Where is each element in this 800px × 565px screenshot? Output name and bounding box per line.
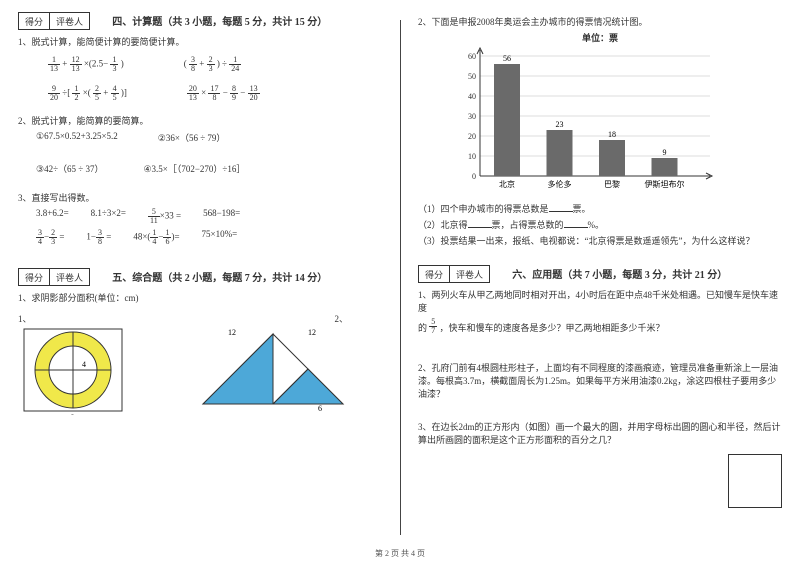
svg-text:56: 56 [503,54,511,63]
svg-text:0: 0 [472,172,476,181]
q3r1d: 568−198= [203,208,240,225]
svg-text:巴黎: 巴黎 [604,179,620,189]
expr-1a: 113 + 1213 ×(2.5− 13 ) [48,56,124,73]
svg-text:60: 60 [468,52,476,61]
svg-text:50: 50 [468,72,476,81]
scorebox-5: 得分 评卷人 [18,268,90,286]
sec5-q1: 1、求阴影部分面积(单位：cm) [18,291,382,304]
q3-row2: 34−23 = 1−38 = 48×(14−16)= 75×10%= [36,229,382,246]
sec6-q1a: 1、两列火车从甲乙两地同时相对开出，4小时后在距中点48千米处相遇。已知慢车是快… [418,288,782,314]
math-row-1: 113 + 1213 ×(2.5− 13 ) ( 38 + 23 ) ÷ 124 [48,56,382,73]
sub3: （3）投票结果一出来，报纸、电视都说：“北京得票是数遥遥领先”，为什么这样说？ [418,234,782,247]
q2-row1: ①67.5×0.52+3.25×5.2 ②36×（56 ÷ 79） [36,131,382,144]
ring-svg: 4 6 [18,325,128,415]
svg-text:12: 12 [308,329,316,337]
svg-text:12: 12 [228,329,236,337]
svg-text:23: 23 [556,120,564,129]
grader-label: 评卷人 [50,13,89,29]
column-divider [400,20,401,535]
sec4-q2: 2、脱式计算，能简算的要简算。 [18,114,382,127]
sub1: （1）四个申办城市的得票总数是票。 [418,202,782,215]
q2a: ①67.5×0.52+3.25×5.2 [36,131,118,144]
q2d: ④3.5×［（702−270）÷16］ [143,162,245,175]
sec6-q3: 3、在边长2dm的正方形内（如图）画一个最大的圆，并用字母标出圆的圆心和半径，然… [418,420,782,446]
q3r2b: 1−38 = [86,229,111,246]
page-footer: 第 2 页 共 4 页 [0,548,800,559]
sec6-title: 六、应用题（共 7 小题，每题 3 分，共计 21 分） [512,266,727,281]
sec5-title: 五、综合题（共 2 小题，每题 7 分，共计 14 分） [112,269,327,284]
sec4-q1: 1、脱式计算，能简便计算的要简便计算。 [18,35,382,48]
expr-2b: 2013 × 178 − 89 − 1320 [187,85,260,102]
svg-text:伊斯坦布尔: 伊斯坦布尔 [645,179,685,189]
sub2: （2）北京得票，占得票总数的%。 [418,218,782,231]
q3r1b: 8.1÷3×2= [91,208,126,225]
q3r2a: 34−23 = [36,229,64,246]
math-row-2: 920 ÷[ 12 ×( 25 + 45 )] 2013 × 178 − 89 … [48,85,382,102]
svg-text:多伦多: 多伦多 [548,179,572,189]
figure-2: 2、 12 12 6 [198,312,348,415]
fig2-label: 2、 [198,312,348,325]
chart-unit: 单位：票 [418,31,782,44]
bar-chart: 60 50 40 30 20 10 0 56 北京 23 多伦多 18 巴黎 9 伊斯坦布尔 [448,46,728,196]
svg-text:18: 18 [608,130,616,139]
svg-text:北京: 北京 [499,179,515,189]
expr-1b: ( 38 + 23 ) ÷ 124 [184,56,242,73]
svg-text:10: 10 [468,152,476,161]
figure-1: 1、 4 6 [18,312,128,415]
square-box [728,454,782,508]
svg-text:6: 6 [70,413,74,415]
q2c: ③42÷（65 ÷ 37） [36,162,103,175]
scorebox: 得分 评卷人 [18,12,90,30]
q3r1c: 511×33 = [148,208,181,225]
svg-text:6: 6 [318,404,322,411]
q2b: ②36×（56 ÷ 79） [158,131,226,144]
tri-svg: 12 12 6 [198,329,348,411]
q2-row2: ③42÷（65 ÷ 37） ④3.5×［（702−270）÷16］ [36,162,382,175]
svg-text:40: 40 [468,92,476,101]
score-label: 得分 [19,13,50,29]
sec6-q1b: 的 57 ，快车和慢车的速度各是多少？甲乙两地相距多少千米？ [418,320,782,337]
svg-text:30: 30 [468,112,476,121]
svg-text:4: 4 [82,360,86,369]
sec4-q3: 3、直接写出得数。 [18,191,382,204]
q3r2c: 48×(14−16)= [133,229,179,246]
q3-row1: 3.8+6.2= 8.1÷3×2= 511×33 = 568−198= [36,208,382,225]
expr-2a: 920 ÷[ 12 ×( 25 + 45 )] [48,85,127,102]
sec4-title: 四、计算题（共 3 小题，每题 5 分，共计 15 分） [112,13,327,28]
svg-text:20: 20 [468,132,476,141]
sec6-q2: 2、孔府门前有4根圆柱形柱子，上面均有不同程度的漆画痕迹，管理员准备重新涂上一层… [418,361,782,400]
right-q2: 2、下面是申报2008年奥运会主办城市的得票情况统计图。 [418,15,782,28]
svg-text:9: 9 [663,148,667,157]
q3r2d: 75×10%= [202,229,238,246]
q3r1a: 3.8+6.2= [36,208,69,225]
fig1-label: 1、 [18,312,128,325]
scorebox-6: 得分 评卷人 [418,265,490,283]
